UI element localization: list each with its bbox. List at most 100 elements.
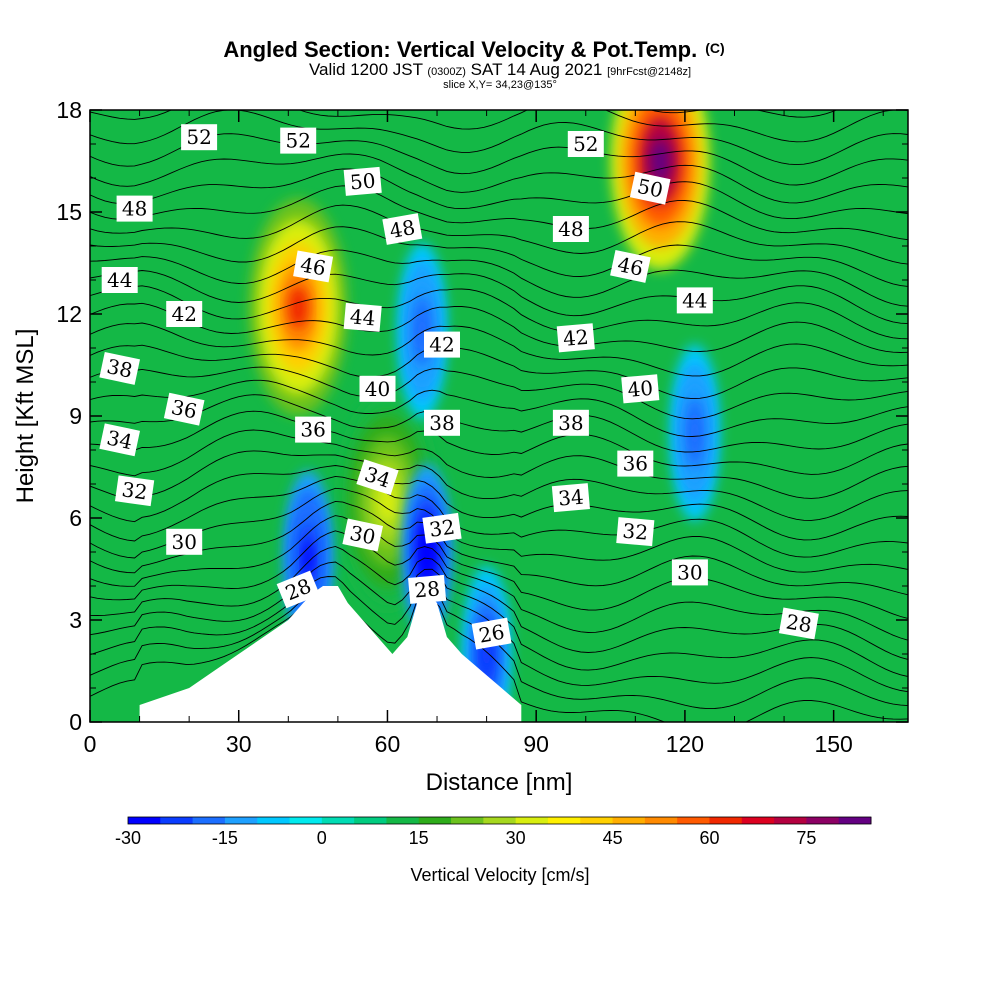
theta-contour-16 [90,366,908,420]
theta-label-12: 44 [676,287,713,314]
subtitle-utc: (0300Z) [427,66,466,78]
theta-label-box [671,559,708,586]
velocity-core-0-band-4 [288,285,309,329]
theta-label-13: 42 [166,301,203,327]
theta-label-text: 46 [298,252,327,280]
theta-label-text: 42 [171,302,196,326]
colorbar-swatch [483,817,517,824]
theta-label-box [293,250,334,283]
theta-contour-10 [90,465,908,541]
theta-label-box [616,517,655,547]
theta-label-text: 48 [122,197,147,221]
theta-label-box [556,323,595,353]
theta-label-box [163,392,205,426]
theta-label-box [676,287,713,314]
theta-contour-28 [90,133,908,186]
y-axis-label: Height [Kft MSL] [12,329,39,504]
theta-label-34: 28 [408,574,447,604]
theta-label-26: 34 [551,483,590,513]
theta-label-box [408,574,447,604]
theta-label-box [166,301,203,327]
theta-contour-31 [649,110,838,118]
theta-label-4: 50 [629,171,671,205]
theta-label-1: 52 [280,127,317,154]
theta-label-9: 46 [610,249,651,283]
colorbar-tick-label: 45 [603,828,623,848]
theta-label-21: 36 [163,392,205,426]
theta-contour-20 [90,285,908,340]
theta-contour-4 [90,546,908,660]
theta-label-text: 40 [365,377,390,401]
theta-label-box [116,195,153,222]
colorbar-swatch [128,817,161,824]
y-tick-label: 9 [69,403,82,429]
theta-label-10: 44 [101,267,138,293]
theta-label-text: 38 [558,411,583,435]
theta-label-27: 32 [114,475,155,507]
colorbar-swatch [386,817,420,824]
theta-label-0: 52 [181,124,218,151]
x-axis: 0 30 60 90 120 150 [84,110,884,757]
theta-label-text: 36 [623,452,648,476]
theta-label-box [280,127,317,154]
theta-contours [90,110,908,722]
theta-label-box [99,423,141,457]
colorbar-swatch [612,817,646,824]
theta-label-box [342,518,384,552]
terrain [139,586,522,722]
theta-label-17: 40 [621,374,660,404]
theta-contour-22 [90,249,908,307]
theta-label-box [629,171,671,205]
slice-text: slice X,Y= 34,23@135° [443,79,557,91]
colorbar-frame [127,816,872,825]
theta-contour-26 [90,168,908,220]
theta-label-18: 38 [99,351,141,385]
colorbar-swatch [774,817,807,824]
theta-label-text: 52 [285,129,310,153]
theta-label-box [181,124,218,151]
theta-label-text: 44 [107,268,132,292]
theta-label-box [424,409,460,436]
chart-title-main: Angled Section: Vertical Velocity & Pot.… [223,37,697,62]
y-tick-label: 6 [69,505,82,531]
theta-label-30: 30 [166,528,203,555]
theta-label-19: 38 [424,409,460,436]
theta-label-box [471,617,512,650]
theta-label-11: 44 [343,302,382,332]
theta-label-text: 44 [349,304,376,330]
theta-label-text: 44 [682,288,707,312]
theta-label-7: 48 [552,216,589,242]
theta-label-text: 34 [105,425,135,454]
x-tick-label: 150 [814,731,852,757]
colorbar-tick-label: 75 [796,828,816,848]
colorbar-swatch [741,817,775,824]
theta-label-28: 32 [422,512,462,544]
subtitle-date: SAT 14 Aug 2021 [471,60,603,79]
theta-label-23: 36 [617,450,654,477]
theta-label-15: 42 [556,323,595,353]
theta-label-29: 32 [616,517,655,547]
colorbar-swatch [289,817,323,824]
theta-label-box [276,570,320,609]
theta-label-text: 32 [428,515,457,542]
theta-contour-18 [90,322,908,377]
theta-label-22: 36 [295,416,332,443]
theta-label-text: 48 [558,217,583,241]
theta-contour-19 [90,302,908,353]
theta-label-text: 42 [562,325,589,351]
theta-contour-15 [90,379,908,437]
theta-contour-21 [90,270,908,325]
theta-label-box [617,450,654,477]
theta-label-32: 30 [671,559,708,586]
x-tick-label: 120 [666,731,704,757]
colorbar-swatch [709,817,743,824]
velocity-field [248,110,720,722]
theta-label-box [567,131,604,157]
colorbar-swatch [515,817,549,824]
velocity-core-1-band-4 [650,139,671,183]
theta-label-text: 36 [300,418,325,442]
colorbar-tick-label: -30 [115,828,141,848]
colorbar: -30 -15 0 15 30 45 60 75 [115,816,872,848]
theta-label-text: 38 [105,354,135,383]
